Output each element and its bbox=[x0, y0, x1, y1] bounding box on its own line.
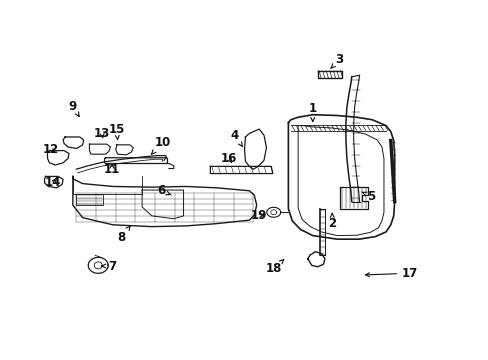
Text: 6: 6 bbox=[157, 184, 171, 197]
Text: 16: 16 bbox=[220, 152, 237, 165]
Text: 10: 10 bbox=[151, 136, 170, 154]
Text: 14: 14 bbox=[45, 176, 61, 189]
Text: 2: 2 bbox=[327, 213, 336, 230]
Text: 17: 17 bbox=[365, 267, 418, 280]
Text: 18: 18 bbox=[265, 260, 283, 275]
Text: 7: 7 bbox=[102, 260, 116, 273]
Text: 1: 1 bbox=[308, 102, 316, 121]
Text: 5: 5 bbox=[361, 190, 375, 203]
Text: 15: 15 bbox=[108, 123, 124, 140]
Text: 13: 13 bbox=[94, 127, 110, 140]
Text: 4: 4 bbox=[230, 129, 242, 147]
Text: 9: 9 bbox=[69, 100, 79, 116]
Text: 12: 12 bbox=[42, 143, 59, 156]
Text: 11: 11 bbox=[103, 163, 120, 176]
Text: 8: 8 bbox=[117, 226, 130, 244]
Text: 19: 19 bbox=[250, 209, 267, 222]
Text: 3: 3 bbox=[330, 53, 343, 68]
